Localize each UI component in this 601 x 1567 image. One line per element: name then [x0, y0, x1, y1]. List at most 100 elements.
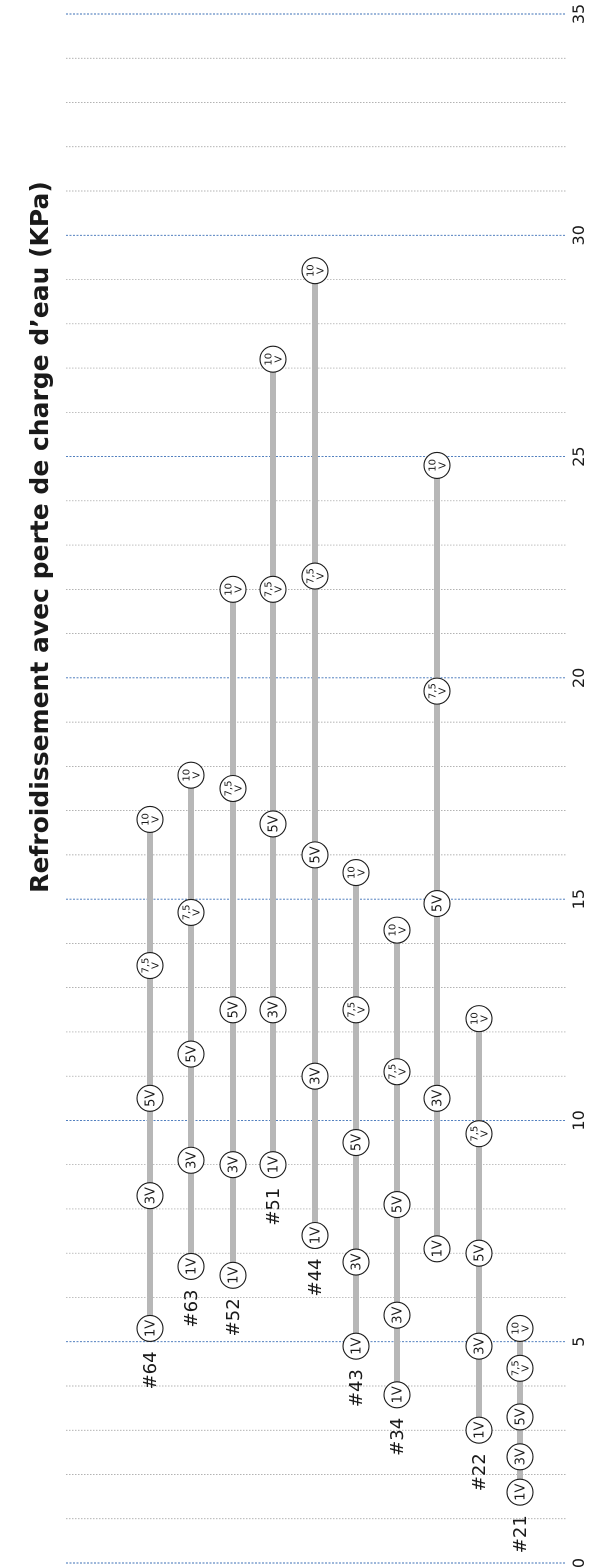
- data-point-marker: [219, 996, 247, 1024]
- series-label: #64: [140, 1351, 161, 1389]
- series-range-bar: [394, 930, 400, 1395]
- data-point-label: 1V: [267, 1156, 282, 1173]
- data-point-label: 3V: [350, 1253, 365, 1270]
- data-point-label-unit: V: [521, 1325, 532, 1332]
- data-point-label-unit: V: [234, 785, 245, 792]
- data-point-marker: [136, 1314, 164, 1342]
- data-point-marker: [177, 898, 205, 926]
- data-point-marker: [506, 1354, 534, 1382]
- data-point-marker: [465, 1239, 493, 1267]
- data-point-marker: [423, 890, 451, 918]
- data-point-marker: [383, 1381, 411, 1409]
- data-point-marker: [506, 1478, 534, 1506]
- data-point-label: 1V: [391, 1386, 406, 1403]
- data-point-marker: [177, 761, 205, 789]
- data-point-marker: [342, 1129, 370, 1157]
- data-point-label: 10 V: [306, 264, 327, 277]
- data-point-marker: [136, 951, 164, 980]
- data-point-label-number: 7,5: [306, 568, 317, 584]
- data-point-label-text: 5V: [144, 1090, 159, 1107]
- data-point-marker: [342, 1332, 370, 1360]
- data-point-label: 5V: [391, 1196, 406, 1213]
- data-point-label-text: 1V: [144, 1320, 159, 1337]
- data-point-label: 5V: [267, 815, 282, 832]
- data-point-label: 3V: [144, 1187, 159, 1204]
- series-range-bar: [476, 1018, 482, 1431]
- data-point-label-text: 5V: [514, 1408, 529, 1425]
- data-point-marker: [423, 1235, 451, 1263]
- data-point-label-number: 10: [511, 1322, 522, 1335]
- data-point-label-text: 3V: [267, 1001, 282, 1018]
- data-point-label-unit: V: [521, 1365, 532, 1372]
- data-point-marker: [465, 1005, 493, 1033]
- data-point-label-unit: V: [274, 356, 285, 363]
- series-range-bar: [353, 872, 359, 1347]
- data-point-marker: [219, 1151, 247, 1179]
- data-point-label: 5V: [309, 846, 324, 863]
- data-point-label: 7,5 V: [511, 1360, 532, 1376]
- data-point-marker: [342, 996, 370, 1024]
- data-point-label: 10 V: [470, 1012, 491, 1025]
- data-point-label: 7,5 V: [388, 1064, 409, 1080]
- data-point-label: 1V: [185, 1258, 200, 1275]
- data-point-label-text: 5V: [227, 1001, 242, 1018]
- data-point-label: 1V: [144, 1320, 159, 1337]
- data-point-label-number: 10: [264, 353, 275, 366]
- data-point-label: 1V: [350, 1337, 365, 1354]
- data-point-label-text: 3V: [144, 1187, 159, 1204]
- data-point-label-unit: V: [316, 572, 327, 579]
- series-label: #43: [346, 1369, 367, 1407]
- data-point-label: 7,5 V: [470, 1126, 491, 1142]
- data-point-label-text: 5V: [309, 846, 324, 863]
- series-label: #63: [181, 1289, 202, 1327]
- data-point-label-number: 10: [347, 866, 358, 879]
- data-point-marker: [177, 1252, 205, 1281]
- series-range-bar: [147, 819, 153, 1329]
- data-point-label: 7,5 V: [141, 958, 162, 974]
- data-point-label: 5V: [350, 1134, 365, 1151]
- series-range-bar: [312, 270, 318, 1236]
- data-point-label-number: 10: [141, 813, 152, 826]
- data-point-label: 10 V: [264, 353, 285, 366]
- data-point-label-text: 1V: [227, 1267, 242, 1284]
- data-point-label-unit: V: [398, 927, 409, 934]
- data-point-label-unit: V: [151, 962, 162, 969]
- data-point-label-number: 7,5: [470, 1126, 481, 1142]
- data-point-label-text: 3V: [185, 1152, 200, 1169]
- data-point-label-unit: V: [480, 1015, 491, 1022]
- data-point-marker: [465, 1416, 493, 1444]
- data-point-label: 1V: [227, 1267, 242, 1284]
- data-point-label-text: 1V: [309, 1227, 324, 1244]
- data-point-label-unit: V: [480, 1130, 491, 1137]
- tick-label: 35: [569, 4, 588, 24]
- data-point-label: 5V: [227, 1001, 242, 1018]
- data-point-marker: [177, 1146, 205, 1174]
- data-point-label: 5V: [473, 1245, 488, 1262]
- data-point-marker: [219, 575, 247, 603]
- data-point-label: 1V: [431, 1240, 446, 1257]
- data-point-label: 10 V: [182, 769, 203, 782]
- data-point-marker: [259, 810, 287, 838]
- data-point-label-number: 7,5: [141, 958, 152, 974]
- tick-label: 25: [569, 446, 588, 466]
- tick-label: 20: [569, 668, 588, 688]
- data-point-label: 5V: [185, 1045, 200, 1062]
- data-point-marker: [219, 1261, 247, 1289]
- data-point-label-number: 10: [470, 1012, 481, 1025]
- data-point-label-text: 3V: [514, 1448, 529, 1465]
- data-point-label-text: 5V: [473, 1245, 488, 1262]
- tick-label: 30: [569, 225, 588, 245]
- data-point-marker: [301, 1062, 329, 1090]
- data-point-label: 3V: [431, 1090, 446, 1107]
- data-point-label: 1V: [309, 1227, 324, 1244]
- data-point-label-unit: V: [398, 1068, 409, 1075]
- data-point-marker: [342, 859, 370, 887]
- data-point-label-text: 3V: [431, 1090, 446, 1107]
- data-point-label-text: 1V: [514, 1484, 529, 1501]
- data-point-label-unit: V: [438, 688, 449, 695]
- series-range-bar: [188, 775, 194, 1267]
- data-point-label-number: 10: [428, 459, 439, 472]
- data-point-marker: [259, 996, 287, 1024]
- data-point-label: 3V: [391, 1306, 406, 1323]
